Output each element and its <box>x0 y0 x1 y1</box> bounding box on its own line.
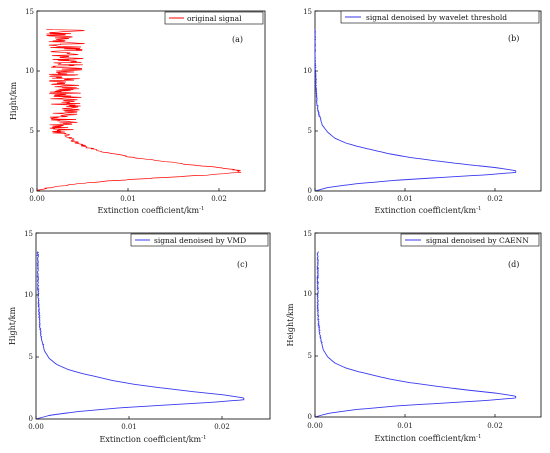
ytick-d-1: 5 <box>308 352 312 360</box>
ytick-a-0: 0 <box>30 187 34 195</box>
curve-d <box>314 251 517 418</box>
legend-text-d: signal denoised by CAENN <box>426 236 529 245</box>
xtick-a-2: 0.02 <box>211 195 227 203</box>
xtick-b-0: 0.00 <box>307 195 323 203</box>
ylabel-c: Hight/km <box>8 307 17 346</box>
ylabel-a: Hight/km <box>9 82 18 121</box>
panel-label-c: (c) <box>237 260 248 269</box>
ytick-c-0: 0 <box>29 415 33 423</box>
curve-a <box>36 28 242 192</box>
xlabel-d: Extinction coefficient/km-1 <box>375 434 482 443</box>
ytick-c-2: 10 <box>24 291 33 299</box>
curve-b <box>314 28 517 192</box>
panel-c: signal denoised by VMD (c) 0 5 10 15 0.0… <box>8 230 271 444</box>
xlabel-b: Extinction coefficient/km-1 <box>375 206 482 215</box>
legend-box-c <box>130 233 269 247</box>
xtick-c-2: 0.02 <box>214 423 230 431</box>
xlabel-a: Extinction coefficient/km-1 <box>98 206 205 215</box>
ytick-b-3: 15 <box>303 8 312 16</box>
xtick-c-0: 0.00 <box>28 423 44 431</box>
series-line <box>314 251 517 418</box>
ytick-b-2: 10 <box>303 67 312 75</box>
ytick-a-2: 10 <box>25 67 34 75</box>
panel-label-a: (a) <box>232 35 243 44</box>
legend-box-a <box>164 11 264 25</box>
panel-b: signal denoised by wavelet threshold (b)… <box>303 8 542 215</box>
legend-text-a: original signal <box>187 14 242 23</box>
series-line <box>36 28 242 192</box>
ytick-a-1: 5 <box>30 127 34 135</box>
legend-box-b <box>340 10 540 24</box>
xtick-d-0: 0.00 <box>307 422 323 430</box>
panel-a: original signal (a) 0 5 10 15 0.00 0.01 … <box>9 8 266 215</box>
xtick-d-1: 0.01 <box>397 422 413 430</box>
legend-box-d <box>400 233 540 247</box>
xtick-b-1: 0.01 <box>397 195 413 203</box>
legend-text-c: signal denoised by VMD <box>154 236 246 245</box>
ytick-d-0: 0 <box>308 413 312 421</box>
xtick-c-1: 0.01 <box>121 423 137 431</box>
ytick-b-1: 5 <box>308 127 312 135</box>
plot-frame-a <box>36 10 266 192</box>
panel-d: signal denoised by CAENN (d) 0 5 10 15 0… <box>286 230 542 443</box>
xlabel-c: Extinction coefficient/km-1 <box>100 435 207 444</box>
curve-c <box>35 251 245 420</box>
legend-text-b: signal denoised by wavelet threshold <box>366 13 507 22</box>
ylabel-d: Height/km <box>286 303 295 346</box>
series-line <box>314 28 517 192</box>
ytick-d-2: 10 <box>303 290 312 298</box>
xtick-b-2: 0.02 <box>487 195 503 203</box>
ytick-b-0: 0 <box>308 187 312 195</box>
xtick-a-1: 0.01 <box>120 195 136 203</box>
panel-label-b: (b) <box>508 34 519 43</box>
ytick-a-3: 15 <box>25 8 34 16</box>
panel-label-d: (d) <box>508 260 519 269</box>
ytick-c-3: 15 <box>24 230 33 238</box>
series-line <box>35 251 245 420</box>
ytick-d-3: 15 <box>303 230 312 238</box>
plot-frame-c <box>35 232 271 420</box>
plot-frame-d <box>314 232 542 418</box>
ytick-c-1: 5 <box>29 353 33 361</box>
xtick-d-2: 0.02 <box>487 422 503 430</box>
xtick-a-0: 0.00 <box>29 195 45 203</box>
